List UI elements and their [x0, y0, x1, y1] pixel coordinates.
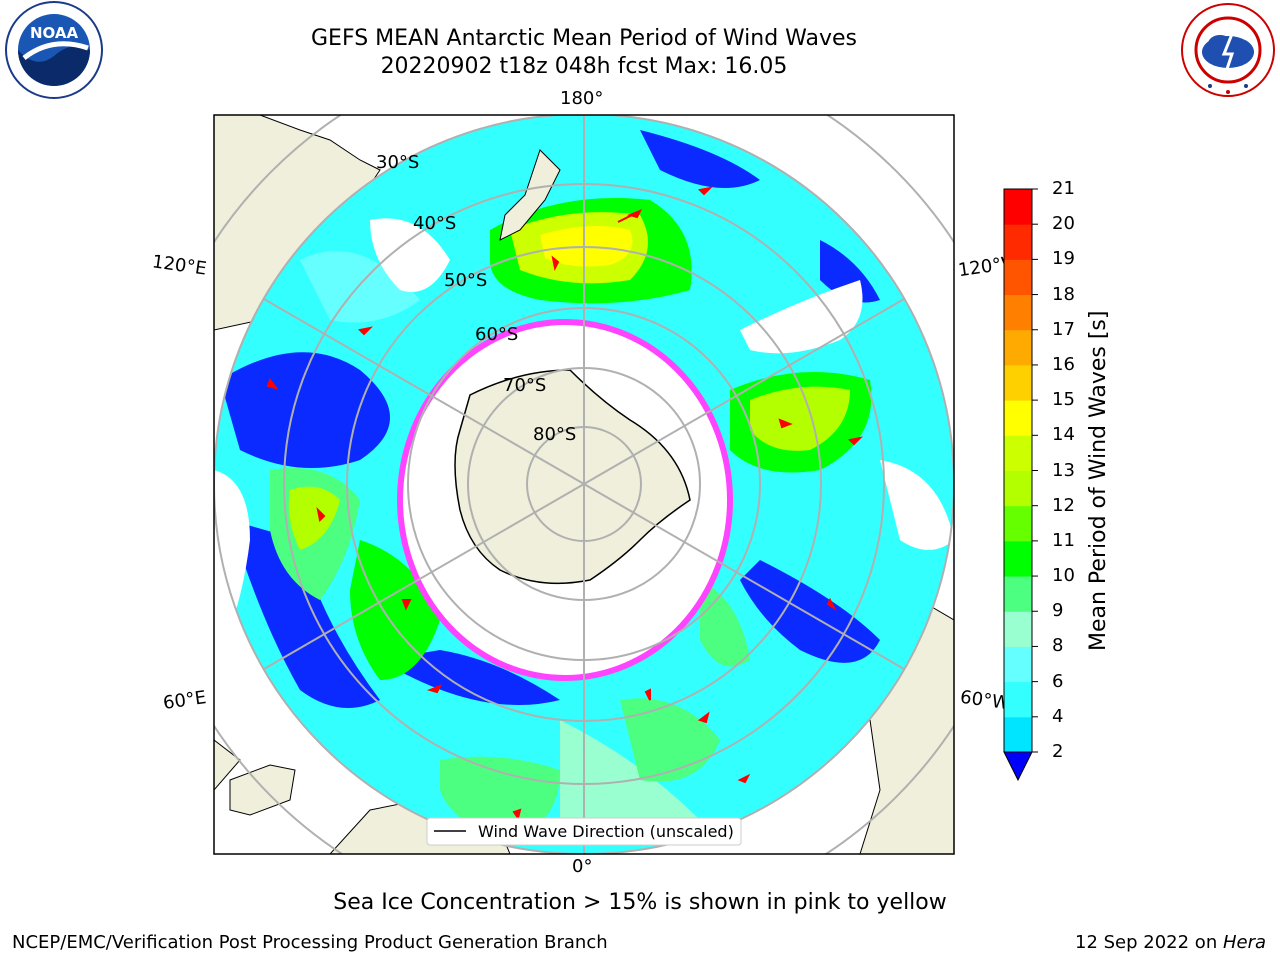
colorbar-segment	[1004, 470, 1032, 507]
colorbar-tick-label: 4	[1052, 705, 1064, 727]
new-zealand-land	[499, 149, 561, 241]
footer-machine: Hera	[1222, 932, 1266, 953]
footer-date-text: 12 Sep 2022 on	[1075, 932, 1223, 953]
chart-subtitle: 20220902 t18z 048h fcst Max: 16.05	[380, 54, 788, 79]
colorbar-tick-label: 6	[1052, 670, 1064, 692]
lat-label-30s: 30°S	[376, 152, 420, 173]
lon-label-180: 180°	[560, 88, 604, 109]
colorbar-under-triangle	[1003, 751, 1033, 782]
colorbar-segment	[1004, 576, 1032, 612]
colorbar-tick-label: 21	[1052, 178, 1075, 199]
footer-date: 12 Sep 2022 on Hera	[1075, 932, 1266, 953]
colorbar-tick-label: 18	[1052, 283, 1075, 305]
colorbar-segment	[1004, 294, 1032, 331]
wave-arrows	[266, 186, 864, 821]
noaa-logo-text: NOAA	[30, 24, 79, 42]
colorbar-tick-label: 16	[1052, 353, 1075, 375]
lat-label-70s: 70°S	[503, 375, 547, 396]
colorbar-segment	[1004, 435, 1032, 471]
colorbar-segment	[1004, 611, 1032, 647]
colorbar-segment	[1004, 259, 1032, 296]
colorbar-segment	[1004, 681, 1032, 718]
colorbar-segment	[1004, 400, 1032, 436]
map-frame	[213, 114, 955, 855]
lat-label-80s: 80°S	[533, 424, 577, 445]
lat-label-40s: 40°S	[413, 213, 457, 234]
colorbar-segment	[1004, 364, 1032, 401]
footer-branch: NCEP/EMC/Verification Post Processing Pr…	[12, 932, 608, 953]
map-legend	[426, 817, 742, 846]
colorbar-tick-label: 19	[1052, 248, 1075, 270]
lon-label-0: 0°	[572, 856, 593, 877]
colorbar-segment	[1004, 716, 1032, 753]
noaa-logo: NOAA	[5, 1, 103, 99]
colorbar-tick-label: 20	[1052, 213, 1075, 235]
nws-logo	[1181, 3, 1275, 97]
colorbar-tick-label: 11	[1052, 529, 1075, 551]
graticule	[214, 115, 954, 854]
colorbar-segment	[1004, 505, 1032, 542]
legend-label: Wind Wave Direction (unscaled)	[478, 822, 734, 841]
colorbar-title: Mean Period of Wind Waves [s]	[1086, 310, 1111, 651]
colorbar-segment	[1004, 224, 1032, 260]
colorbar-segment	[1004, 540, 1032, 577]
colorbar-tick-label: 10	[1052, 565, 1075, 587]
colorbar-segment	[1004, 189, 1032, 225]
colorbar-tick-label: 12	[1052, 494, 1075, 516]
colorbar-tick-label: 15	[1052, 389, 1075, 411]
colorbar-segment	[1004, 329, 1032, 366]
chart-title: GEFS MEAN Antarctic Mean Period of Wind …	[311, 26, 857, 51]
sea-ice-note: Sea Ice Concentration > 15% is shown in …	[333, 890, 947, 915]
colorbar-tick-label: 2	[1052, 741, 1064, 762]
colorbar	[1003, 188, 1038, 782]
colorbar-segment	[1004, 646, 1032, 683]
colorbar-tick-label: 13	[1052, 459, 1075, 481]
colorbar-tick-label: 8	[1052, 635, 1064, 657]
colorbar-tick-label: 14	[1052, 424, 1075, 446]
lat-label-50s: 50°S	[444, 270, 488, 291]
colorbar-tick-label: 9	[1052, 600, 1064, 622]
colorbar-tick-label: 17	[1052, 318, 1075, 340]
lat-label-60s: 60°S	[475, 324, 519, 345]
